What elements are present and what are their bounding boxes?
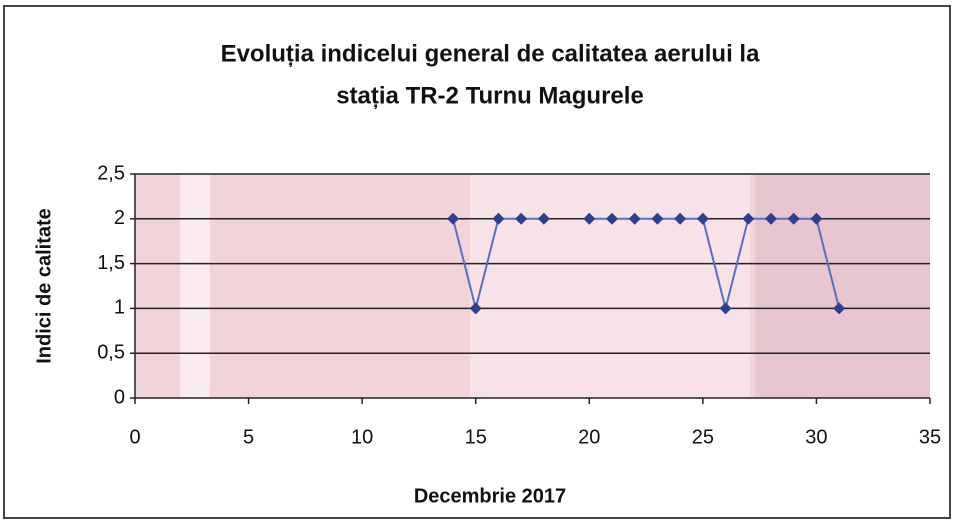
- x-tick-label: 5: [243, 426, 254, 448]
- x-tick-label: 25: [692, 426, 714, 448]
- x-tick-label: 30: [805, 426, 827, 448]
- data-point: [674, 212, 687, 225]
- x-tick-label: 20: [578, 426, 600, 448]
- x-tick-label: 10: [351, 426, 373, 448]
- y-tick-label: 0: [114, 386, 125, 408]
- x-tick-label: 0: [129, 426, 140, 448]
- data-point: [537, 212, 550, 225]
- y-tick-label: 1: [114, 297, 125, 319]
- data-point: [583, 212, 596, 225]
- y-tick-label: 1,5: [97, 252, 125, 274]
- data-point: [651, 212, 664, 225]
- x-axis-label: Decembrie 2017: [414, 485, 566, 507]
- data-point: [628, 212, 641, 225]
- y-tick-label: 2,5: [97, 162, 125, 184]
- data-point: [810, 212, 823, 225]
- x-tick-label: 35: [919, 426, 941, 448]
- data-point: [833, 302, 846, 315]
- plot-stripe: [470, 174, 750, 398]
- data-point: [515, 212, 528, 225]
- data-point: [696, 212, 709, 225]
- data-point: [469, 302, 482, 315]
- chart-title: stația TR-2 Turnu Magurele: [336, 82, 644, 109]
- data-point: [492, 212, 505, 225]
- plot-stripe: [180, 174, 210, 398]
- data-point: [787, 212, 800, 225]
- data-point: [447, 212, 459, 225]
- data-point: [719, 302, 732, 315]
- chart-title: Evoluția indicelui general de calitatea …: [221, 40, 761, 67]
- data-point: [742, 212, 755, 225]
- plot-stripe: [755, 174, 930, 398]
- y-axis-label: Indici de calitate: [33, 208, 55, 364]
- data-point: [765, 212, 777, 225]
- y-tick-label: 0,5: [97, 341, 125, 363]
- data-point: [606, 212, 618, 225]
- x-tick-label: 15: [465, 426, 487, 448]
- y-tick-label: 2: [114, 207, 125, 229]
